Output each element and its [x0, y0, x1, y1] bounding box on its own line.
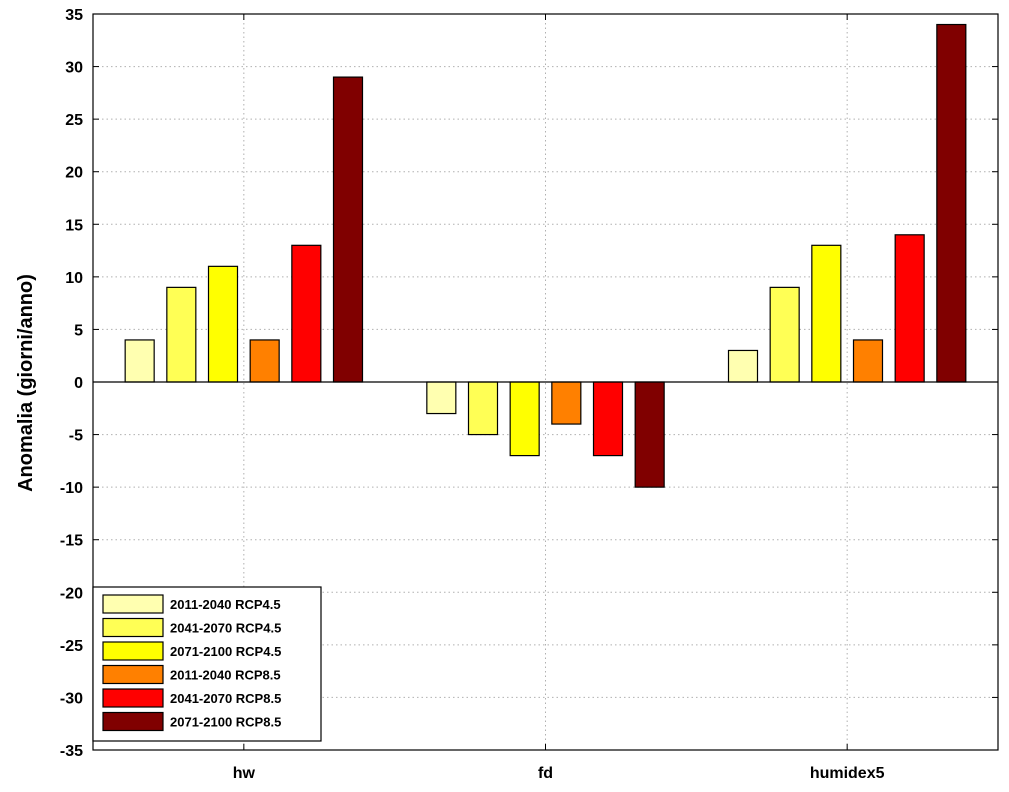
y-tick-label: 10 — [65, 270, 83, 287]
bar — [291, 244, 322, 383]
bar — [332, 76, 364, 383]
y-tick-label: -5 — [69, 428, 83, 445]
bar — [124, 339, 155, 383]
bar — [811, 244, 842, 383]
legend-swatch — [102, 641, 164, 661]
y-tick-label: -35 — [60, 743, 83, 760]
bar — [509, 381, 540, 457]
axes: 35 30 25 20 15 10 5 0 -5 -10 -15 -20 -25 -30 -35 hw fd hu… — [60, 7, 999, 782]
bar — [894, 234, 925, 383]
y-tick-label: -25 — [60, 638, 83, 655]
bar — [769, 286, 800, 383]
legend-label: 2011-2040 RCP4.5 — [170, 597, 281, 612]
legend-swatch — [102, 688, 164, 708]
y-tick-label: -15 — [60, 533, 83, 550]
bar — [936, 23, 967, 383]
legend-label: 2041-2070 RCP8.5 — [170, 691, 281, 706]
legend-swatch — [102, 617, 164, 638]
legend-swatch — [102, 711, 164, 732]
legend-swatch — [102, 664, 164, 685]
bar — [551, 381, 582, 425]
bar — [634, 381, 665, 488]
bars — [124, 23, 967, 488]
y-tick-label: 5 — [74, 322, 83, 339]
bar — [166, 286, 197, 383]
plot-frame — [92, 13, 999, 751]
bar — [727, 349, 759, 383]
x-category-label: humidex5 — [810, 765, 885, 782]
y-tick-label: 35 — [65, 7, 83, 24]
legend: 2011-2040 RCP4.5 2041-2070 RCP4.5 2071-210… — [92, 586, 322, 742]
y-tick-label: 0 — [74, 375, 83, 392]
x-category-label: hw — [233, 765, 256, 782]
y-axis-label: Anomalia (giorni/anno) — [15, 274, 37, 492]
bar — [852, 339, 884, 383]
bar — [467, 381, 499, 436]
y-tick-label: -20 — [60, 585, 83, 602]
legend-label: 2071-2100 RCP8.5 — [170, 715, 281, 730]
y-tick-label: -10 — [60, 480, 83, 497]
bar — [207, 265, 239, 383]
bar — [592, 381, 624, 457]
legend-label: 2041-2070 RCP4.5 — [170, 621, 281, 636]
y-tick-label: 15 — [65, 217, 83, 234]
x-category-label: fd — [538, 765, 553, 782]
y-tick-label: 25 — [65, 112, 83, 129]
legend-label: 2071-2100 RCP4.5 — [170, 644, 281, 659]
bar — [426, 381, 457, 415]
legend-swatch — [102, 594, 164, 614]
y-tick-label: 20 — [65, 165, 83, 182]
bar — [249, 339, 280, 383]
legend-label: 2011-2040 RCP8.5 — [170, 668, 281, 683]
y-tick-label: 30 — [65, 60, 83, 77]
y-tick-label: -30 — [60, 690, 83, 707]
